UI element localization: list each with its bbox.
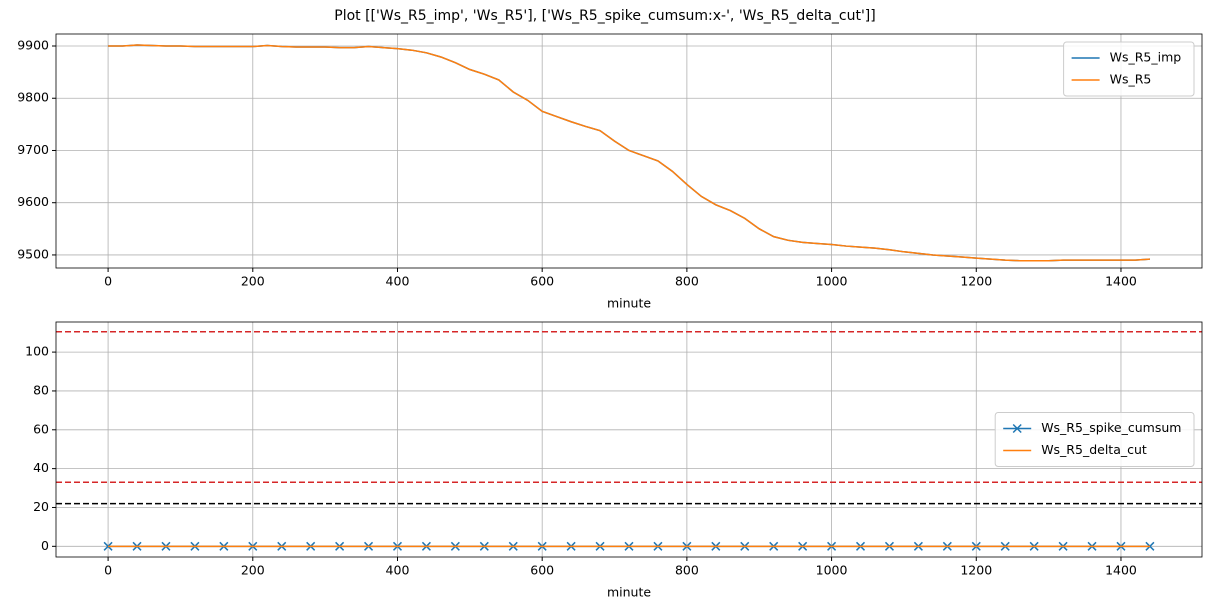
y-tick-label: 60: [33, 421, 49, 436]
x-tick-label: 200: [241, 274, 265, 289]
x-tick-label: 1200: [960, 274, 992, 289]
legend-box: [1063, 41, 1195, 97]
y-tick-label: 80: [33, 382, 49, 397]
y-tick-label: 9700: [17, 142, 49, 157]
y-tick-label: 9600: [17, 194, 49, 209]
x-tick-label: 800: [675, 274, 699, 289]
legend-label: Ws_R5_delta_cut: [1041, 442, 1147, 457]
x-axis-label: minute: [607, 296, 651, 311]
legend-box: [994, 412, 1195, 467]
x-marker: [1145, 541, 1155, 551]
x-tick-label: 200: [241, 563, 265, 578]
x-tick-label: 0: [104, 274, 112, 289]
x-tick-label: 400: [386, 274, 410, 289]
x-tick-label: 1000: [816, 274, 848, 289]
x-axis-label: minute: [607, 585, 651, 600]
series-line: [108, 44, 1150, 262]
y-tick-label: 9500: [17, 246, 49, 261]
x-tick-label: 1400: [1105, 563, 1137, 578]
x-tick-label: 400: [386, 563, 410, 578]
x-tick-label: 1400: [1105, 274, 1137, 289]
y-tick-label: 100: [25, 344, 49, 359]
legend-label: Ws_R5: [1110, 72, 1152, 87]
legend-label: Ws_R5_spike_cumsum: [1041, 420, 1181, 435]
x-tick-label: 600: [530, 563, 554, 578]
x-marker-glyph: [1145, 541, 1155, 551]
y-tick-label: 40: [33, 460, 49, 475]
y-tick-label: 0: [41, 538, 49, 553]
legend-label: Ws_R5_imp: [1110, 50, 1182, 65]
figure-title: Plot [['Ws_R5_imp', 'Ws_R5'], ['Ws_R5_sp…: [334, 8, 875, 24]
y-tick-label: 9900: [17, 38, 49, 53]
axes-frame: [55, 33, 1203, 269]
y-tick-label: 20: [33, 499, 49, 514]
axes-frame: [55, 321, 1203, 558]
x-tick-label: 1200: [960, 563, 992, 578]
x-tick-label: 0: [104, 563, 112, 578]
y-tick-label: 9800: [17, 90, 49, 105]
x-tick-label: 800: [675, 563, 699, 578]
x-tick-label: 600: [530, 274, 554, 289]
legend-marker: [1012, 423, 1022, 434]
x-tick-label: 1000: [816, 563, 848, 578]
